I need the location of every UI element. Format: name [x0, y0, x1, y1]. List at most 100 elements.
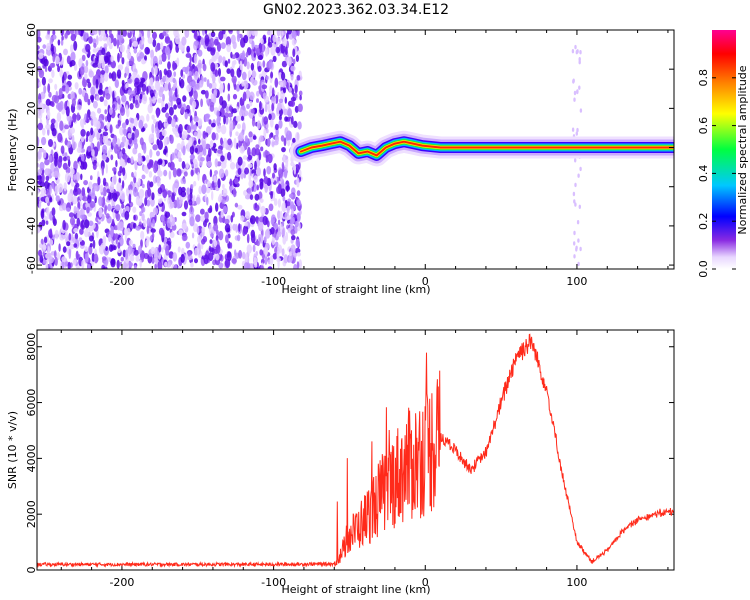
noise-blob [202, 130, 207, 140]
noise-blob [249, 91, 255, 101]
noise-blob [255, 157, 261, 168]
noise-blob [81, 78, 88, 88]
artifact-blob [575, 131, 578, 136]
noise-blob [277, 210, 281, 220]
noise-blob [67, 74, 73, 80]
noise-blob [111, 71, 117, 82]
noise-blob [240, 215, 245, 222]
noise-blob [184, 66, 189, 75]
noise-blob [275, 37, 281, 45]
noise-blob [181, 223, 187, 230]
noise-blob [293, 120, 298, 128]
noise-blob [277, 198, 281, 208]
noise-blob [260, 265, 264, 269]
colorbar-tick-label: 0.2 [697, 212, 710, 230]
noise-blob [260, 146, 264, 152]
noise-blob [176, 203, 181, 209]
noise-blob [139, 188, 145, 199]
noise-blob [39, 181, 46, 187]
noise-blob [52, 215, 56, 225]
noise-blob [262, 43, 265, 53]
noise-blob [121, 79, 125, 86]
noise-blob [70, 91, 75, 101]
noise-blob [114, 79, 119, 89]
noise-blob [135, 195, 140, 206]
noise-blob [47, 83, 51, 93]
noise-blob [164, 46, 170, 56]
noise-blob [213, 89, 218, 98]
noise-blob [266, 165, 272, 175]
noise-blob [215, 202, 219, 212]
noise-blob [171, 192, 176, 203]
noise-blob [134, 171, 137, 178]
noise-blob [269, 85, 273, 93]
noise-blob [286, 201, 291, 207]
noise-blob [290, 213, 293, 224]
noise-blob [204, 143, 211, 150]
noise-blob [48, 256, 54, 264]
noise-blob [162, 189, 168, 199]
noise-blob [70, 168, 75, 175]
noise-blob [201, 30, 206, 36]
noise-blob [110, 258, 116, 268]
noise-blob [236, 142, 239, 150]
noise-blob [153, 55, 158, 66]
noise-blob [121, 94, 127, 103]
noise-blob [213, 38, 219, 46]
noise-blob [133, 117, 138, 128]
noise-blob [88, 36, 93, 44]
noise-blob [52, 30, 56, 36]
noise-blob [182, 130, 188, 140]
noise-blob [270, 71, 274, 79]
noise-blob [257, 54, 263, 61]
noise-blob [54, 229, 59, 240]
noise-blob [121, 147, 126, 155]
noise-blob [182, 95, 187, 102]
noise-blob [268, 203, 274, 212]
noise-blob [208, 148, 212, 158]
noise-blob [38, 243, 43, 249]
noise-blob [129, 103, 134, 110]
noise-blob [224, 223, 231, 233]
noise-blob [152, 96, 156, 104]
noise-blob [151, 192, 155, 201]
artifact-blob [578, 204, 581, 209]
noise-blob [296, 252, 302, 257]
noise-blob [286, 206, 290, 214]
noise-blob [282, 86, 287, 94]
noise-blob [275, 46, 281, 54]
figure-title: GN02.2023.362.03.34.E12 [263, 2, 449, 18]
noise-blob [154, 263, 157, 269]
noise-blob [102, 235, 107, 245]
noise-blob [57, 183, 64, 194]
noise-blob [144, 197, 148, 207]
noise-blob [180, 254, 185, 263]
noise-blob [51, 69, 55, 78]
noise-blob [40, 209, 45, 220]
noise-blob [100, 160, 105, 170]
noise-blob [278, 169, 284, 179]
noise-blob [252, 79, 258, 86]
noise-blob [298, 90, 303, 96]
noise-blob [209, 239, 213, 244]
noise-blob [176, 57, 180, 66]
noise-blob [191, 30, 196, 34]
noise-blob [246, 61, 250, 70]
noise-blob [264, 103, 268, 113]
noise-blob [49, 197, 53, 203]
noise-blob [249, 194, 254, 201]
noise-blob [117, 98, 121, 105]
artifact-blob [577, 261, 580, 267]
noise-blob [204, 30, 208, 35]
noise-blob [160, 42, 164, 51]
noise-blob [238, 249, 243, 259]
noise-blob [286, 32, 289, 40]
noise-blob [259, 182, 264, 190]
noise-blob [172, 167, 177, 178]
noise-blob [213, 175, 217, 183]
noise-blob [244, 167, 250, 175]
noise-blob [296, 199, 302, 207]
noise-blob [172, 60, 176, 71]
noise-blob [157, 260, 163, 269]
noise-blob [76, 112, 80, 121]
